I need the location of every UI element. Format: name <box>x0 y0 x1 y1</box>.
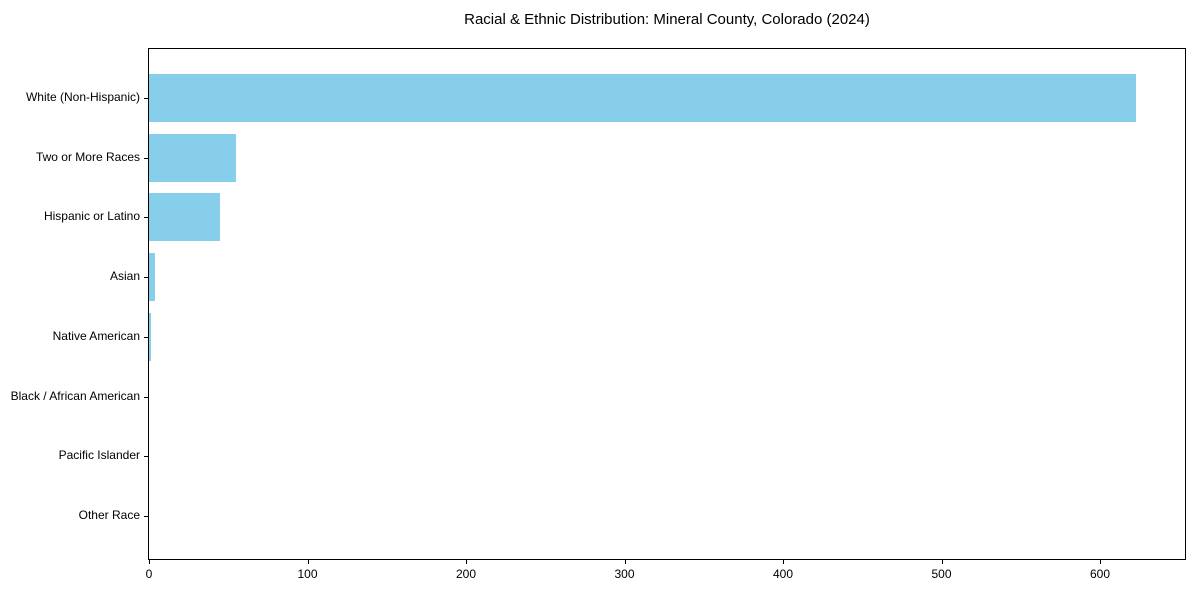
bar-hispanic-or-latino <box>149 193 221 242</box>
bar-two-or-more-races <box>149 133 237 182</box>
y-tick-mark <box>144 516 148 517</box>
y-tick-mark <box>144 456 148 457</box>
y-axis-label-two-or-more-races: Two or More Races <box>35 149 140 164</box>
x-tick-mark <box>783 560 784 564</box>
y-axis-label-other-race: Other Race <box>78 507 140 522</box>
x-tick-label: 600 <box>1089 567 1111 581</box>
x-tick-mark <box>1100 560 1101 564</box>
x-tick-mark <box>466 560 467 564</box>
y-axis-label-pacific-islander: Pacific Islander <box>58 448 140 463</box>
x-tick-label: 200 <box>455 567 477 581</box>
x-tick-mark <box>149 560 150 564</box>
x-tick-label: 0 <box>145 567 153 581</box>
plot-area <box>148 48 1186 560</box>
bar-native-american <box>149 312 151 361</box>
x-tick-label: 500 <box>931 567 952 581</box>
y-axis-label-asian: Asian <box>109 269 140 284</box>
y-axis-label-hispanic-or-latino: Hispanic or Latino <box>43 209 140 224</box>
y-tick-mark <box>144 337 148 338</box>
y-axis-label-white-non-hispanic: White (Non-Hispanic) <box>25 90 140 104</box>
x-tick-label: 100 <box>297 567 318 581</box>
bar-white-non-hispanic <box>149 74 1137 122</box>
y-axis-label-native-american: Native American <box>52 328 140 343</box>
y-tick-mark <box>144 98 148 99</box>
y-tick-mark <box>144 397 148 398</box>
y-tick-mark <box>144 277 148 278</box>
chart-title: Racial & Ethnic Distribution: Mineral Co… <box>464 11 870 28</box>
y-axis-label-black-african-american: Black / African American <box>10 388 140 403</box>
x-tick-label: 300 <box>614 567 635 581</box>
x-tick-mark <box>942 560 943 564</box>
x-tick-mark <box>625 560 626 564</box>
y-tick-mark <box>144 217 148 218</box>
y-tick-mark <box>144 158 148 159</box>
x-tick-mark <box>308 560 309 564</box>
bar-asian <box>149 253 156 302</box>
x-tick-label: 400 <box>772 567 794 581</box>
